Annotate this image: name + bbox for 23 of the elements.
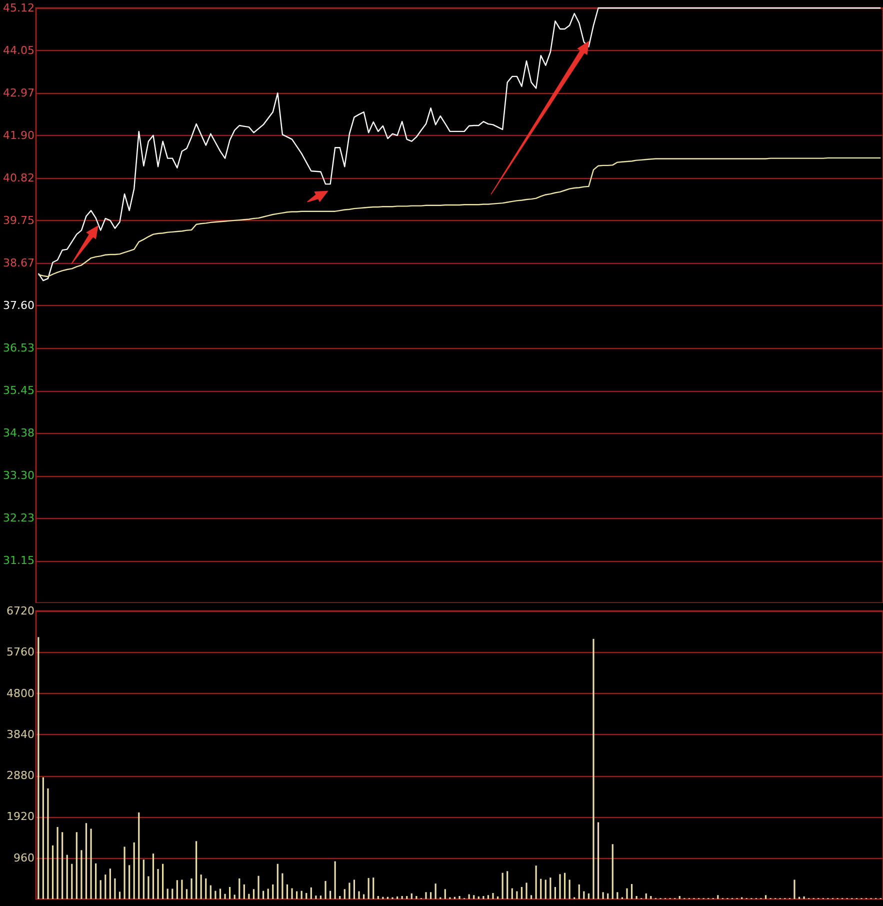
y-tick-label: 34.38 — [3, 426, 34, 440]
line-series — [38, 157, 882, 278]
y-tick-label: 4800 — [6, 686, 34, 700]
y-tick-label: 36.53 — [3, 341, 34, 354]
y-tick-label: 40.82 — [3, 172, 34, 185]
y-tick-label: 2880 — [6, 769, 34, 782]
y-tick-label: 37.60 — [3, 299, 34, 312]
y-tick-label: 45.12 — [3, 2, 34, 14]
y-tick-label: 42.97 — [3, 86, 34, 100]
y-tick-label: 6720 — [6, 604, 34, 618]
y-tick-label: 33.30 — [3, 469, 34, 482]
y-tick-label: 38.67 — [3, 256, 34, 270]
y-tick-label: 3840 — [6, 728, 34, 741]
y-tick-label: 44.05 — [3, 44, 34, 57]
y-tick-label: 960 — [14, 851, 34, 864]
y-tick-label: 41.90 — [3, 128, 34, 142]
line-series — [38, 7, 882, 282]
y-tick-label: 32.23 — [3, 511, 34, 524]
y-tick-label: 35.45 — [3, 384, 34, 398]
y-tick-label: 39.75 — [3, 214, 34, 227]
y-tick-label: 31.15 — [3, 554, 34, 568]
y-tick-label: 5760 — [6, 646, 34, 659]
y-tick-label: 1920 — [6, 810, 34, 824]
